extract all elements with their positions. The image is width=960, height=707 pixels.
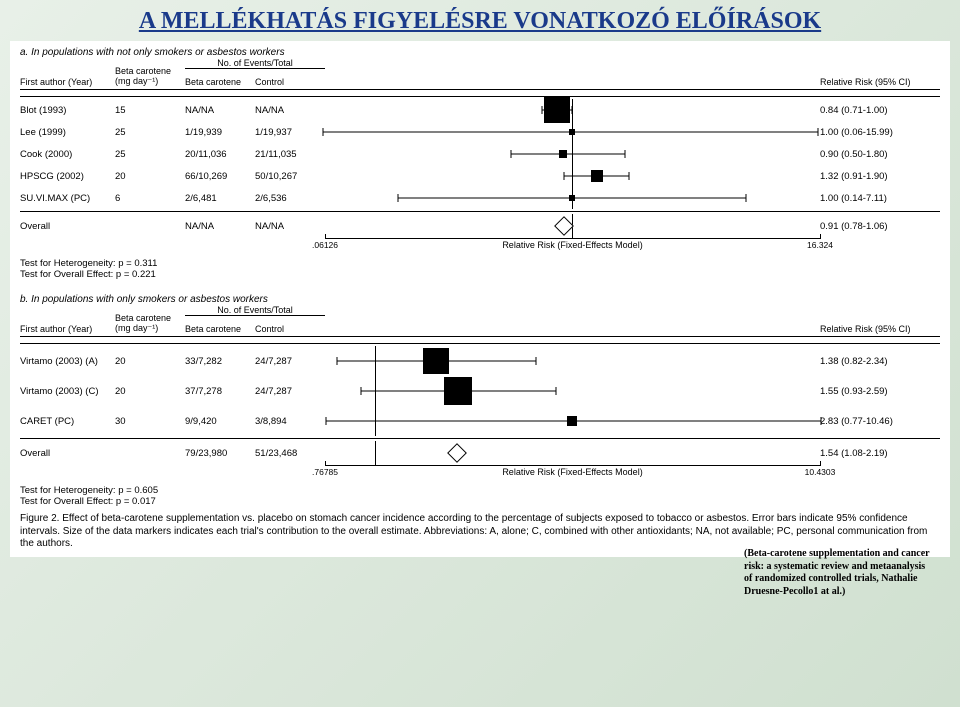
panel-a-label: a. In populations with not only smokers … [20,47,940,58]
table-row: SU.VI.MAX (PC)62/6,4812/6,536 1.00 (0.14-… [20,187,940,209]
hdr-rr-b: Relative Risk (95% CI) [820,324,940,334]
panel-a-rows: Blot (1993)15NA/NANA/NA0.84 (0.71-1.00)L… [20,99,940,209]
cell-author: HPSCG (2002) [20,171,115,182]
test-line: Test for Overall Effect: p = 0.017 [20,496,940,507]
cell-rr: 2.83 (0.77-10.46) [820,416,940,427]
cell-dose: 20 [115,171,185,182]
cell-rr: 0.84 (0.71-1.00) [820,105,940,116]
hdr-author-b: First author (Year) [20,324,115,334]
figure-caption: Figure 2. Effect of beta-carotene supple… [20,513,940,551]
cell-rr: 1.55 (0.93-2.59) [820,386,940,397]
cell-dose: 25 [115,127,185,138]
cell-rr: 1.38 (0.82-2.34) [820,356,940,367]
column-headers: No. of Events/Total First author (Year) … [20,60,940,90]
cell-rr: 0.90 (0.50-1.80) [820,149,940,160]
panel-b-label: b. In populations with only smokers or a… [20,294,940,305]
cell-bc: 79/23,980 [185,448,255,459]
cell-dose: 20 [115,386,185,397]
forest-plot-figure: a. In populations with not only smokers … [10,41,950,557]
cell-rr: 1.00 (0.06-15.99) [820,127,940,138]
events-total-group-label-b: No. of Events/Total [185,305,325,316]
cell-bc: NA/NA [185,105,255,116]
cell-author: Lee (1999) [20,127,115,138]
cell-control: 24/7,287 [255,386,325,397]
cell-author: CARET (PC) [20,416,115,427]
panel-b-axis: .7678510.4303Relative Risk (Fixed-Effect… [325,465,820,481]
table-row: Cook (2000)2520/11,03621/11,035 0.90 (0.5… [20,143,940,165]
hdr-dose-b: Beta carotene (mg day⁻¹) [115,313,185,334]
test-line: Test for Heterogeneity: p = 0.605 [20,485,940,496]
cell-bc: 20/11,036 [185,149,255,160]
table-row: Blot (1993)15NA/NANA/NA0.84 (0.71-1.00) [20,99,940,121]
hdr-control: Control [255,77,325,87]
panel-a-overall: Overall NA/NANA/NA 0.91 (0.78-1.06) [20,214,940,238]
panel-b-overall: Overall 79/23,98051/23,468 1.54 (1.08-2.19… [20,441,940,465]
overall-row: Overall NA/NANA/NA 0.91 (0.78-1.06) [20,214,940,238]
cell-dose: 25 [115,149,185,160]
test-line: Test for Overall Effect: p = 0.221 [20,269,940,280]
table-row: HPSCG (2002)2066/10,26950/10,267 1.32 (0.… [20,165,940,187]
cell-author: SU.VI.MAX (PC) [20,193,115,204]
hdr-bc-b: Beta carotene [185,324,255,334]
cell-dose: 6 [115,193,185,204]
cell-control: 24/7,287 [255,356,325,367]
table-row: Lee (1999)251/19,9391/19,937 1.00 (0.06-1… [20,121,940,143]
hdr-bc: Beta carotene [185,77,255,87]
panel-b-rows: Virtamo (2003) (A)2033/7,28224/7,2871.38… [20,346,940,436]
hdr-rr: Relative Risk (95% CI) [820,77,940,87]
cell-rr: 1.32 (0.91-1.90) [820,171,940,182]
cell-control: 1/19,937 [255,127,325,138]
cell-control: 3/8,894 [255,416,325,427]
hdr-author: First author (Year) [20,77,115,87]
hdr-control-b: Control [255,324,325,334]
cell-control: 50/10,267 [255,171,325,182]
cell-author: Blot (1993) [20,105,115,116]
cell-author: Virtamo (2003) (A) [20,356,115,367]
cell-author: Cook (2000) [20,149,115,160]
cell-control: 51/23,468 [255,448,325,459]
cell-overall-label: Overall [20,221,115,232]
cell-control: NA/NA [255,105,325,116]
cell-control: NA/NA [255,221,325,232]
column-headers-b: No. of Events/Total First author (Year) … [20,307,940,337]
cell-bc: NA/NA [185,221,255,232]
cell-dose: 30 [115,416,185,427]
cell-control: 2/6,536 [255,193,325,204]
cell-control: 21/11,035 [255,149,325,160]
cell-bc: 33/7,282 [185,356,255,367]
cell-bc: 1/19,939 [185,127,255,138]
hdr-dose: Beta carotene (mg day⁻¹) [115,66,185,87]
panel-b: b. In populations with only smokers or a… [20,294,940,507]
cell-bc: 2/6,481 [185,193,255,204]
test-line: Test for Heterogeneity: p = 0.311 [20,258,940,269]
cell-dose: 20 [115,356,185,367]
overall-row: Overall 79/23,98051/23,468 1.54 (1.08-2.19… [20,441,940,465]
panel-a: a. In populations with not only smokers … [20,47,940,280]
cell-bc: 66/10,269 [185,171,255,182]
panel-a-axis: .0612616.324Relative Risk (Fixed-Effects… [325,238,820,254]
citation-text: (Beta-carotene supplementation and cance… [744,548,934,598]
cell-author: Virtamo (2003) (C) [20,386,115,397]
cell-bc: 37/7,278 [185,386,255,397]
table-row: CARET (PC)309/9,4203/8,894 2.83 (0.77-10.… [20,406,940,436]
cell-bc: 9/9,420 [185,416,255,427]
page-title: A MELLÉKHATÁS FIGYELÉSRE VONATKOZÓ ELŐÍR… [0,0,960,41]
cell-overall-label: Overall [20,448,115,459]
cell-rr: 1.54 (1.08-2.19) [820,448,940,459]
cell-rr: 0.91 (0.78-1.06) [820,221,940,232]
table-row: Virtamo (2003) (C)2037/7,27824/7,287 1.55… [20,376,940,406]
events-total-group-label: No. of Events/Total [185,58,325,69]
cell-rr: 1.00 (0.14-7.11) [820,193,940,204]
panel-b-tests: Test for Heterogeneity: p = 0.605Test fo… [20,485,940,507]
panel-a-tests: Test for Heterogeneity: p = 0.311Test fo… [20,258,940,280]
table-row: Virtamo (2003) (A)2033/7,28224/7,287 1.38… [20,346,940,376]
cell-dose: 15 [115,105,185,116]
